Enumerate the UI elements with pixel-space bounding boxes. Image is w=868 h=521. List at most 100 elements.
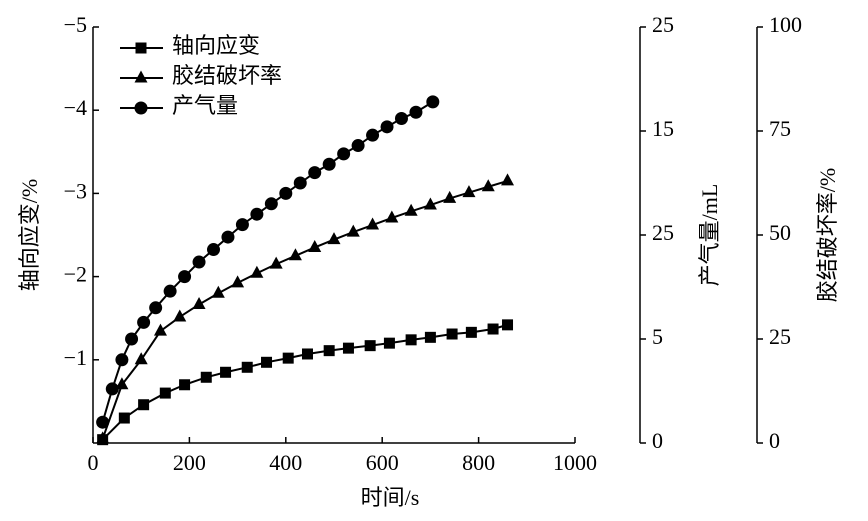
marker-square <box>301 348 313 360</box>
marker-square <box>159 387 171 399</box>
marker-circle <box>192 255 206 269</box>
marker-square <box>200 371 212 383</box>
y-tick-label: −5 <box>64 12 87 37</box>
series-line <box>101 101 434 423</box>
marker-square <box>424 331 436 343</box>
y-tick-label: −2 <box>64 262 87 287</box>
marker-circle <box>308 166 322 180</box>
marker-triangle <box>404 203 418 216</box>
marker-square <box>241 361 253 373</box>
marker-circle <box>137 315 151 329</box>
legend-label: 胶结破坏率 <box>172 63 282 88</box>
y-axis-label: 轴向应变/% <box>17 179 42 291</box>
marker-circle <box>426 95 440 109</box>
marker-square <box>364 340 376 352</box>
marker-circle <box>221 230 235 244</box>
marker-square <box>118 412 130 424</box>
x-tick-label: 0 <box>88 450 99 475</box>
y2-tick-label: 15 <box>652 116 674 141</box>
marker-square <box>282 352 294 364</box>
marker-triangle <box>288 248 302 261</box>
marker-triangle <box>462 185 476 198</box>
marker-square <box>383 337 395 349</box>
marker-triangle <box>134 352 148 365</box>
x-tick-label: 1000 <box>553 450 597 475</box>
marker-triangle <box>231 275 245 288</box>
marker-circle <box>366 128 380 142</box>
marker-circle <box>149 301 163 315</box>
marker-circle <box>380 120 394 134</box>
marker-triangle <box>96 431 110 444</box>
legend-label: 产气量 <box>172 93 238 118</box>
marker-triangle <box>115 377 129 390</box>
legend-marker <box>134 101 148 115</box>
y3-tick-label: 100 <box>769 12 802 37</box>
marker-square <box>487 323 499 335</box>
y2-tick-label: 25 <box>652 220 674 245</box>
marker-square <box>179 379 191 391</box>
marker-circle <box>250 207 264 221</box>
y3-tick-label: 50 <box>769 220 791 245</box>
marker-triangle <box>308 239 322 252</box>
marker-triangle <box>366 217 380 230</box>
marker-triangle <box>269 256 283 269</box>
y3-tick-label: 25 <box>769 324 791 349</box>
marker-circle <box>264 197 278 211</box>
marker-square <box>323 345 335 357</box>
marker-circle <box>293 176 307 190</box>
marker-square <box>220 366 232 378</box>
y-tick-label: −3 <box>64 178 87 203</box>
marker-square <box>405 334 417 346</box>
marker-triangle <box>211 285 225 298</box>
marker-square <box>261 356 273 368</box>
series-line <box>101 179 508 440</box>
x-tick-label: 800 <box>462 450 495 475</box>
marker-triangle <box>192 296 206 309</box>
x-tick-label: 400 <box>269 450 302 475</box>
marker-circle <box>96 415 110 429</box>
series-line <box>101 323 508 441</box>
y-tick-label: −1 <box>64 345 87 370</box>
y3-tick-label: 0 <box>769 428 780 453</box>
marker-circle <box>394 112 408 126</box>
marker-triangle <box>501 173 515 186</box>
marker-triangle <box>327 232 341 245</box>
marker-circle <box>207 243 220 257</box>
marker-triangle <box>250 265 264 278</box>
legend-marker <box>135 42 147 54</box>
marker-circle <box>115 353 129 367</box>
marker-square <box>342 342 354 354</box>
marker-circle <box>105 382 119 396</box>
marker-circle <box>235 218 249 232</box>
marker-circle <box>322 157 336 171</box>
marker-circle <box>337 147 351 161</box>
marker-square <box>446 328 458 340</box>
y2-tick-label: 5 <box>652 324 663 349</box>
marker-circle <box>351 139 365 153</box>
marker-triangle <box>385 210 399 223</box>
marker-square <box>138 399 150 411</box>
y2-tick-label: 25 <box>652 12 674 37</box>
y2-axis-label: 产气量/mL <box>697 184 722 287</box>
y3-axis-label: 胶结破坏率/% <box>815 168 840 302</box>
marker-square <box>502 319 514 331</box>
y2-tick-label: 0 <box>652 428 663 453</box>
marker-square <box>465 326 477 338</box>
legend-marker <box>134 70 148 83</box>
legend-label: 轴向应变 <box>172 33 260 58</box>
marker-triangle <box>153 323 167 336</box>
marker-circle <box>163 284 177 298</box>
marker-triangle <box>173 309 187 322</box>
marker-triangle <box>346 224 360 237</box>
marker-triangle <box>443 190 457 203</box>
y-tick-label: −4 <box>64 95 87 120</box>
marker-circle <box>409 105 423 119</box>
marker-circle <box>178 270 192 284</box>
marker-triangle <box>481 179 495 192</box>
x-tick-label: 600 <box>366 450 399 475</box>
marker-circle <box>279 186 293 200</box>
x-tick-label: 200 <box>173 450 206 475</box>
x-axis-label: 时间/s <box>361 485 420 510</box>
y3-tick-label: 75 <box>769 116 791 141</box>
